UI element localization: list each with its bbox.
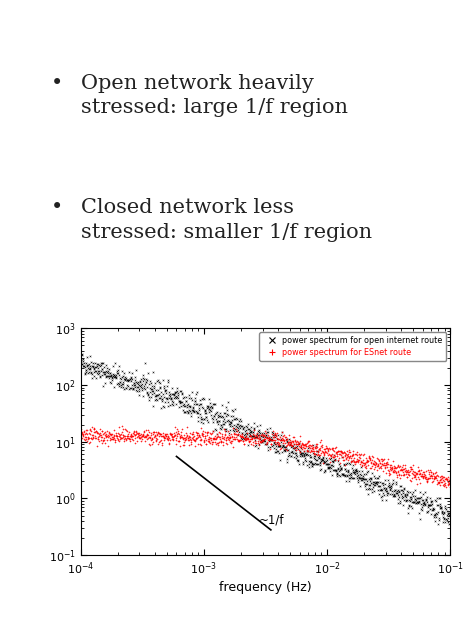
- Legend: power spectrum for open internet route, power spectrum for ESnet route: power spectrum for open internet route, …: [259, 332, 447, 361]
- Text: •: •: [51, 198, 63, 218]
- Text: Open network heavily
stressed: large 1/f region: Open network heavily stressed: large 1/f…: [81, 74, 347, 117]
- X-axis label: frequency (Hz): frequency (Hz): [219, 581, 312, 594]
- Text: Closed network less
stressed: smaller 1/f region: Closed network less stressed: smaller 1/…: [81, 198, 372, 242]
- Text: •: •: [51, 74, 63, 93]
- Text: ~1/f: ~1/f: [259, 513, 284, 526]
